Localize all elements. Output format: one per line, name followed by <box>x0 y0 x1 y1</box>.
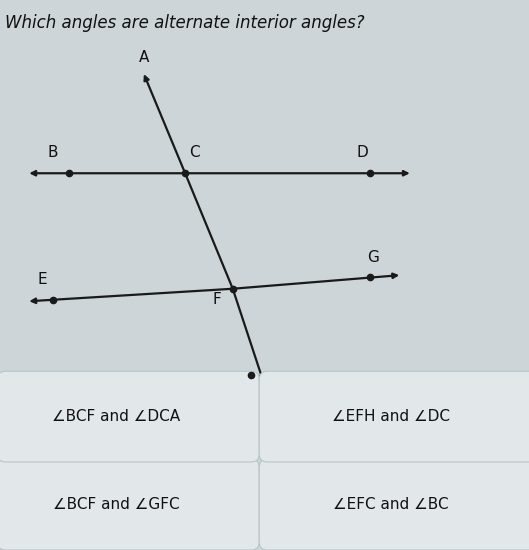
FancyBboxPatch shape <box>0 459 259 550</box>
Text: ∠BCF and ∠GFC: ∠BCF and ∠GFC <box>53 497 179 512</box>
Text: A: A <box>139 50 149 65</box>
Text: ∠EFC and ∠BC: ∠EFC and ∠BC <box>333 497 449 512</box>
Text: Which angles are alternate interior angles?: Which angles are alternate interior angl… <box>5 14 365 32</box>
Text: F: F <box>213 292 221 307</box>
Text: B: B <box>48 145 58 161</box>
Text: H: H <box>239 383 250 398</box>
FancyBboxPatch shape <box>259 371 529 462</box>
FancyBboxPatch shape <box>0 371 259 462</box>
Text: ∠EFH and ∠DC: ∠EFH and ∠DC <box>332 409 450 424</box>
FancyBboxPatch shape <box>259 459 529 550</box>
Text: ∠BCF and ∠DCA: ∠BCF and ∠DCA <box>52 409 180 424</box>
Text: E: E <box>38 272 47 287</box>
Text: D: D <box>357 145 368 161</box>
Text: G: G <box>367 250 379 265</box>
Text: C: C <box>189 145 200 161</box>
